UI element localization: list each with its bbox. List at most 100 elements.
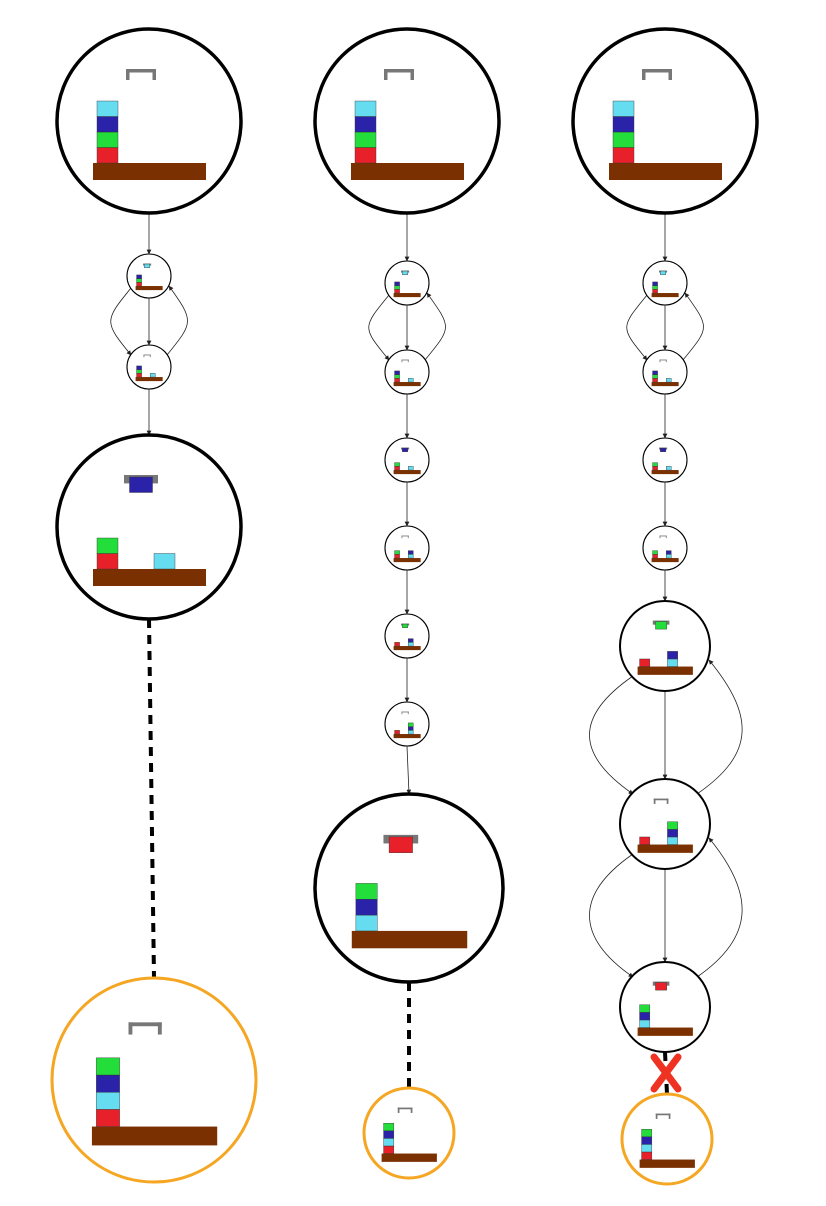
block-green [612,131,635,148]
held-block-red [388,836,413,853]
node-ring [619,600,711,692]
gripper-icon [659,535,667,539]
state-node-medium [619,778,711,870]
block-green [96,131,119,148]
block-cyan [354,100,377,117]
held-block-green [655,621,667,630]
block-cyan [612,100,635,117]
block-red [136,282,142,287]
held-block-green [402,623,409,628]
table [381,1153,437,1162]
gripper-icon [128,1022,162,1035]
block-blue [407,550,414,555]
dashed-link [147,618,156,979]
block-red [394,466,400,471]
gripper-icon [126,69,156,80]
table [135,286,163,291]
block-green [96,1057,120,1076]
state-node-step [126,253,172,299]
block-red [639,836,651,845]
node-ring [384,701,430,747]
block-cyan [665,554,672,559]
block-cyan [407,642,414,647]
gripper-icon [401,359,409,363]
state-node-step [642,260,688,306]
node-ring [642,349,688,395]
transition-arrow [626,294,648,361]
block-red [394,554,400,559]
block-red [96,147,119,164]
state-node-step [642,349,688,395]
table [393,470,421,475]
state-node-goal [362,1086,456,1180]
node-ring [126,344,172,390]
block-cyan [383,1138,395,1147]
block-cyan [407,554,414,559]
block-red [394,642,400,647]
block-cyan [641,1144,653,1153]
block-green [407,722,414,727]
block-red [639,658,651,667]
state-node-step [384,613,430,659]
node-ring [642,437,688,483]
block-blue [383,1130,395,1139]
block-cyan [355,914,378,932]
transition-arrow [110,287,132,356]
state-node-start [571,27,759,215]
block-blue [667,651,678,660]
state-node-step [384,437,430,483]
state-node-step [384,349,430,395]
block-green [394,285,400,290]
block-red [96,553,119,570]
failure-x-icon [650,1053,682,1093]
node-ring [571,27,759,215]
held-block-cyan [660,270,667,275]
block-red [612,147,635,164]
block-cyan [667,836,678,845]
table [351,163,464,180]
block-cyan [149,373,156,378]
table [639,1159,695,1168]
block-blue [667,829,678,838]
block-green [652,374,658,379]
node-ring [619,961,711,1053]
block-cyan [407,466,414,471]
held-block-blue [660,447,667,452]
node-ring [384,613,430,659]
block-blue [394,281,400,286]
node-ring [384,525,430,571]
transition-arrow [696,837,743,978]
block-green [383,1123,395,1131]
state-node-step [642,525,688,571]
block-cyan [407,378,414,383]
block-red [652,554,658,559]
gripper-icon [397,1107,413,1113]
table [393,734,421,739]
block-cyan [407,730,414,735]
state-node-step [642,437,688,483]
node-ring [50,976,258,1184]
block-red [652,289,658,294]
block-blue [354,116,377,133]
block-green [394,550,400,555]
node-ring [642,260,688,306]
block-red [354,147,377,164]
block-blue [136,274,142,279]
block-green [136,369,142,374]
table [93,569,206,586]
table [637,1027,693,1036]
state-node-medium [619,600,711,692]
node-ring [313,792,505,984]
block-blue [665,550,672,555]
block-green [652,285,658,290]
held-block-blue [129,476,153,493]
state-node-goal [620,1092,714,1186]
state-node-step [384,525,430,571]
table [351,930,468,949]
block-blue [612,116,635,133]
table [393,646,421,651]
node-ring [313,27,501,215]
state-node-step [384,260,430,306]
block-green [136,278,142,283]
state-node-goal [50,976,258,1184]
